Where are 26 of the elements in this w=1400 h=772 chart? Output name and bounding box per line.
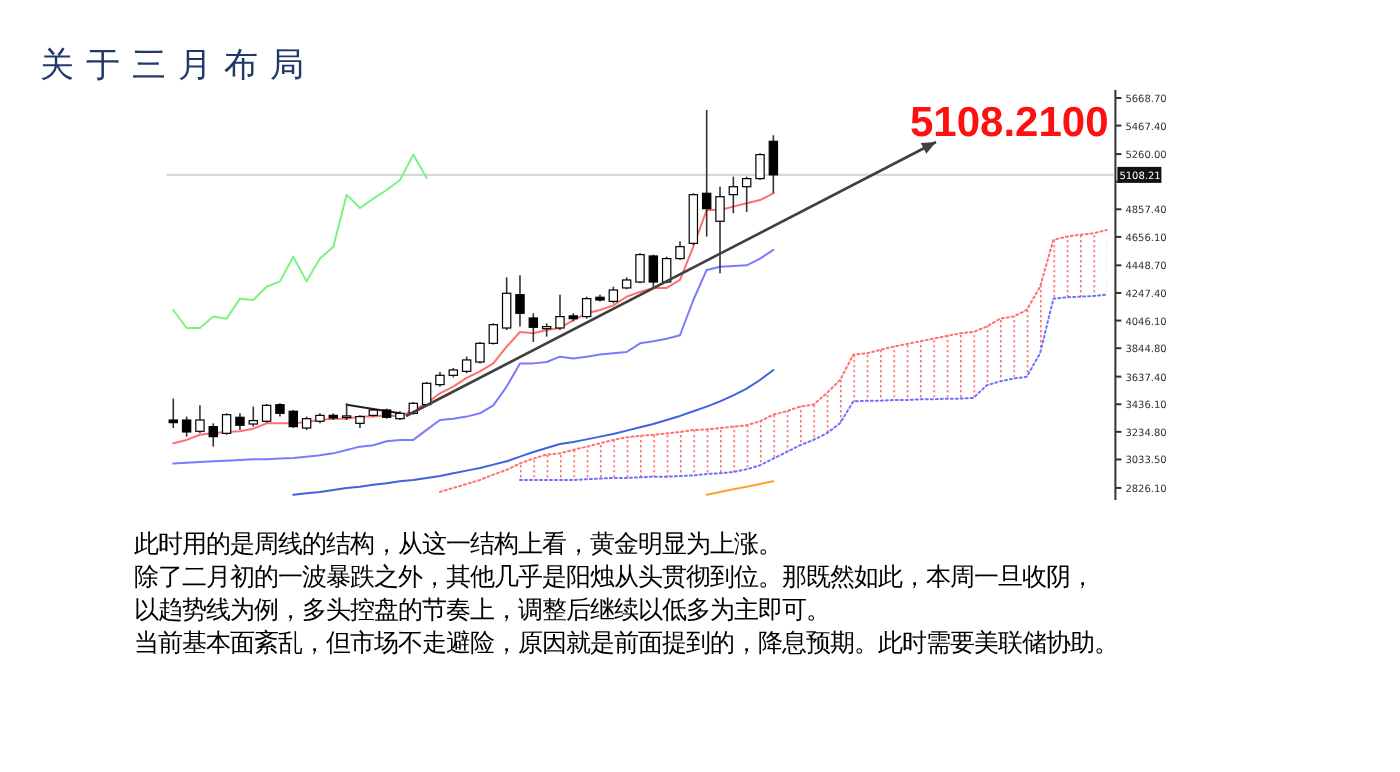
text: 除了二月初的一波暴跌之外，其他几乎是阳烛从头贯彻到位。那既然如此，本周一旦收阴，	[134, 563, 1094, 591]
candlestick	[635, 252, 645, 285]
candlestick	[701, 109, 712, 238]
chart-title: 关于三月布局	[40, 46, 316, 86]
candlestick	[715, 185, 725, 275]
candlestick	[555, 293, 565, 331]
candlestick	[728, 175, 739, 215]
candlestick	[515, 274, 525, 328]
candlestick	[755, 152, 765, 181]
candlestick	[528, 312, 539, 343]
candlestick	[501, 276, 512, 331]
candlestick	[221, 412, 232, 436]
text: 以趋势线为例，多头控盘的节奏上，调整后继续以低多为主即可。	[134, 596, 830, 624]
candlestick	[168, 397, 178, 429]
candlestick	[675, 240, 685, 261]
annotation: 5108.2100	[910, 100, 1109, 146]
line-series	[438, 229, 1108, 493]
candlestick	[181, 415, 192, 438]
candlestick	[741, 175, 752, 213]
text: 此时用的是周线的结构，从这一结构上看，黄金明显为上涨。	[134, 530, 782, 558]
candlestick	[768, 134, 779, 195]
candlestick	[488, 322, 499, 346]
candlestick	[261, 403, 272, 424]
text: 当前基本面紊乱，但市场不走避险，原因就是前面提到的，降息预期。此时需要美联储协助。	[134, 629, 1118, 657]
candlestick	[648, 253, 659, 288]
candlestick	[581, 295, 592, 320]
